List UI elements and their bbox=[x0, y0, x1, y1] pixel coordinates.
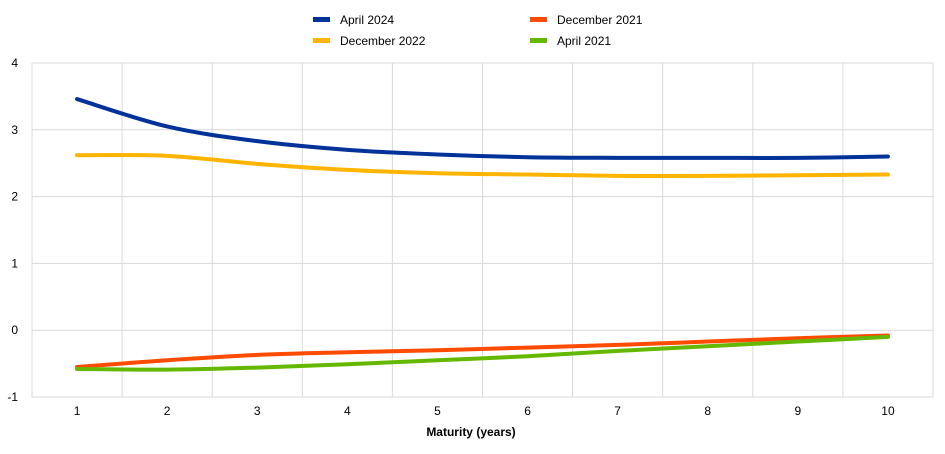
series-line-december-2021 bbox=[75, 333, 890, 369]
legend-label-december-2021: December 2021 bbox=[557, 13, 643, 27]
x-tick-label: 7 bbox=[614, 404, 621, 418]
y-tick-label: 0 bbox=[11, 323, 18, 337]
x-tick-label: 5 bbox=[434, 404, 441, 418]
legend-swatch-april-2021 bbox=[530, 38, 547, 43]
x-axis-label: Maturity (years) bbox=[426, 425, 515, 439]
y-tick-label: -1 bbox=[7, 390, 18, 404]
x-tick-label: 1 bbox=[74, 404, 81, 418]
legend-label-april-2024: April 2024 bbox=[340, 13, 394, 27]
series-line-april-2021 bbox=[75, 334, 890, 372]
x-tick-label: 6 bbox=[524, 404, 531, 418]
x-tick-label: 2 bbox=[164, 404, 171, 418]
legend-swatch-december-2021 bbox=[530, 17, 547, 22]
y-tick-label: 2 bbox=[11, 190, 18, 204]
y-tick-label: 3 bbox=[11, 123, 18, 137]
series-line-april-2024 bbox=[75, 97, 890, 160]
legend-label-april-2021: April 2021 bbox=[557, 34, 611, 48]
series-line-december-2022 bbox=[75, 153, 890, 179]
x-tick-label: 3 bbox=[254, 404, 261, 418]
legend-swatch-april-2024 bbox=[313, 17, 330, 22]
grid bbox=[31, 62, 934, 398]
y-tick-label: 4 bbox=[11, 56, 18, 70]
axes: -1 0 1 2 3 4 1 2 3 4 5 6 7 8 9 10 bbox=[7, 56, 895, 418]
x-tick-label: 10 bbox=[881, 404, 895, 418]
legend-swatch-december-2022 bbox=[313, 38, 330, 43]
legend: April 2024 December 2021 December 2022 Apri… bbox=[313, 13, 643, 48]
series-lines bbox=[75, 97, 890, 372]
x-tick-label: 9 bbox=[795, 404, 802, 418]
x-tick-label: 8 bbox=[704, 404, 711, 418]
legend-label-december-2022: December 2022 bbox=[340, 34, 426, 48]
y-tick-label: 1 bbox=[11, 256, 18, 270]
x-tick-label: 4 bbox=[344, 404, 351, 418]
